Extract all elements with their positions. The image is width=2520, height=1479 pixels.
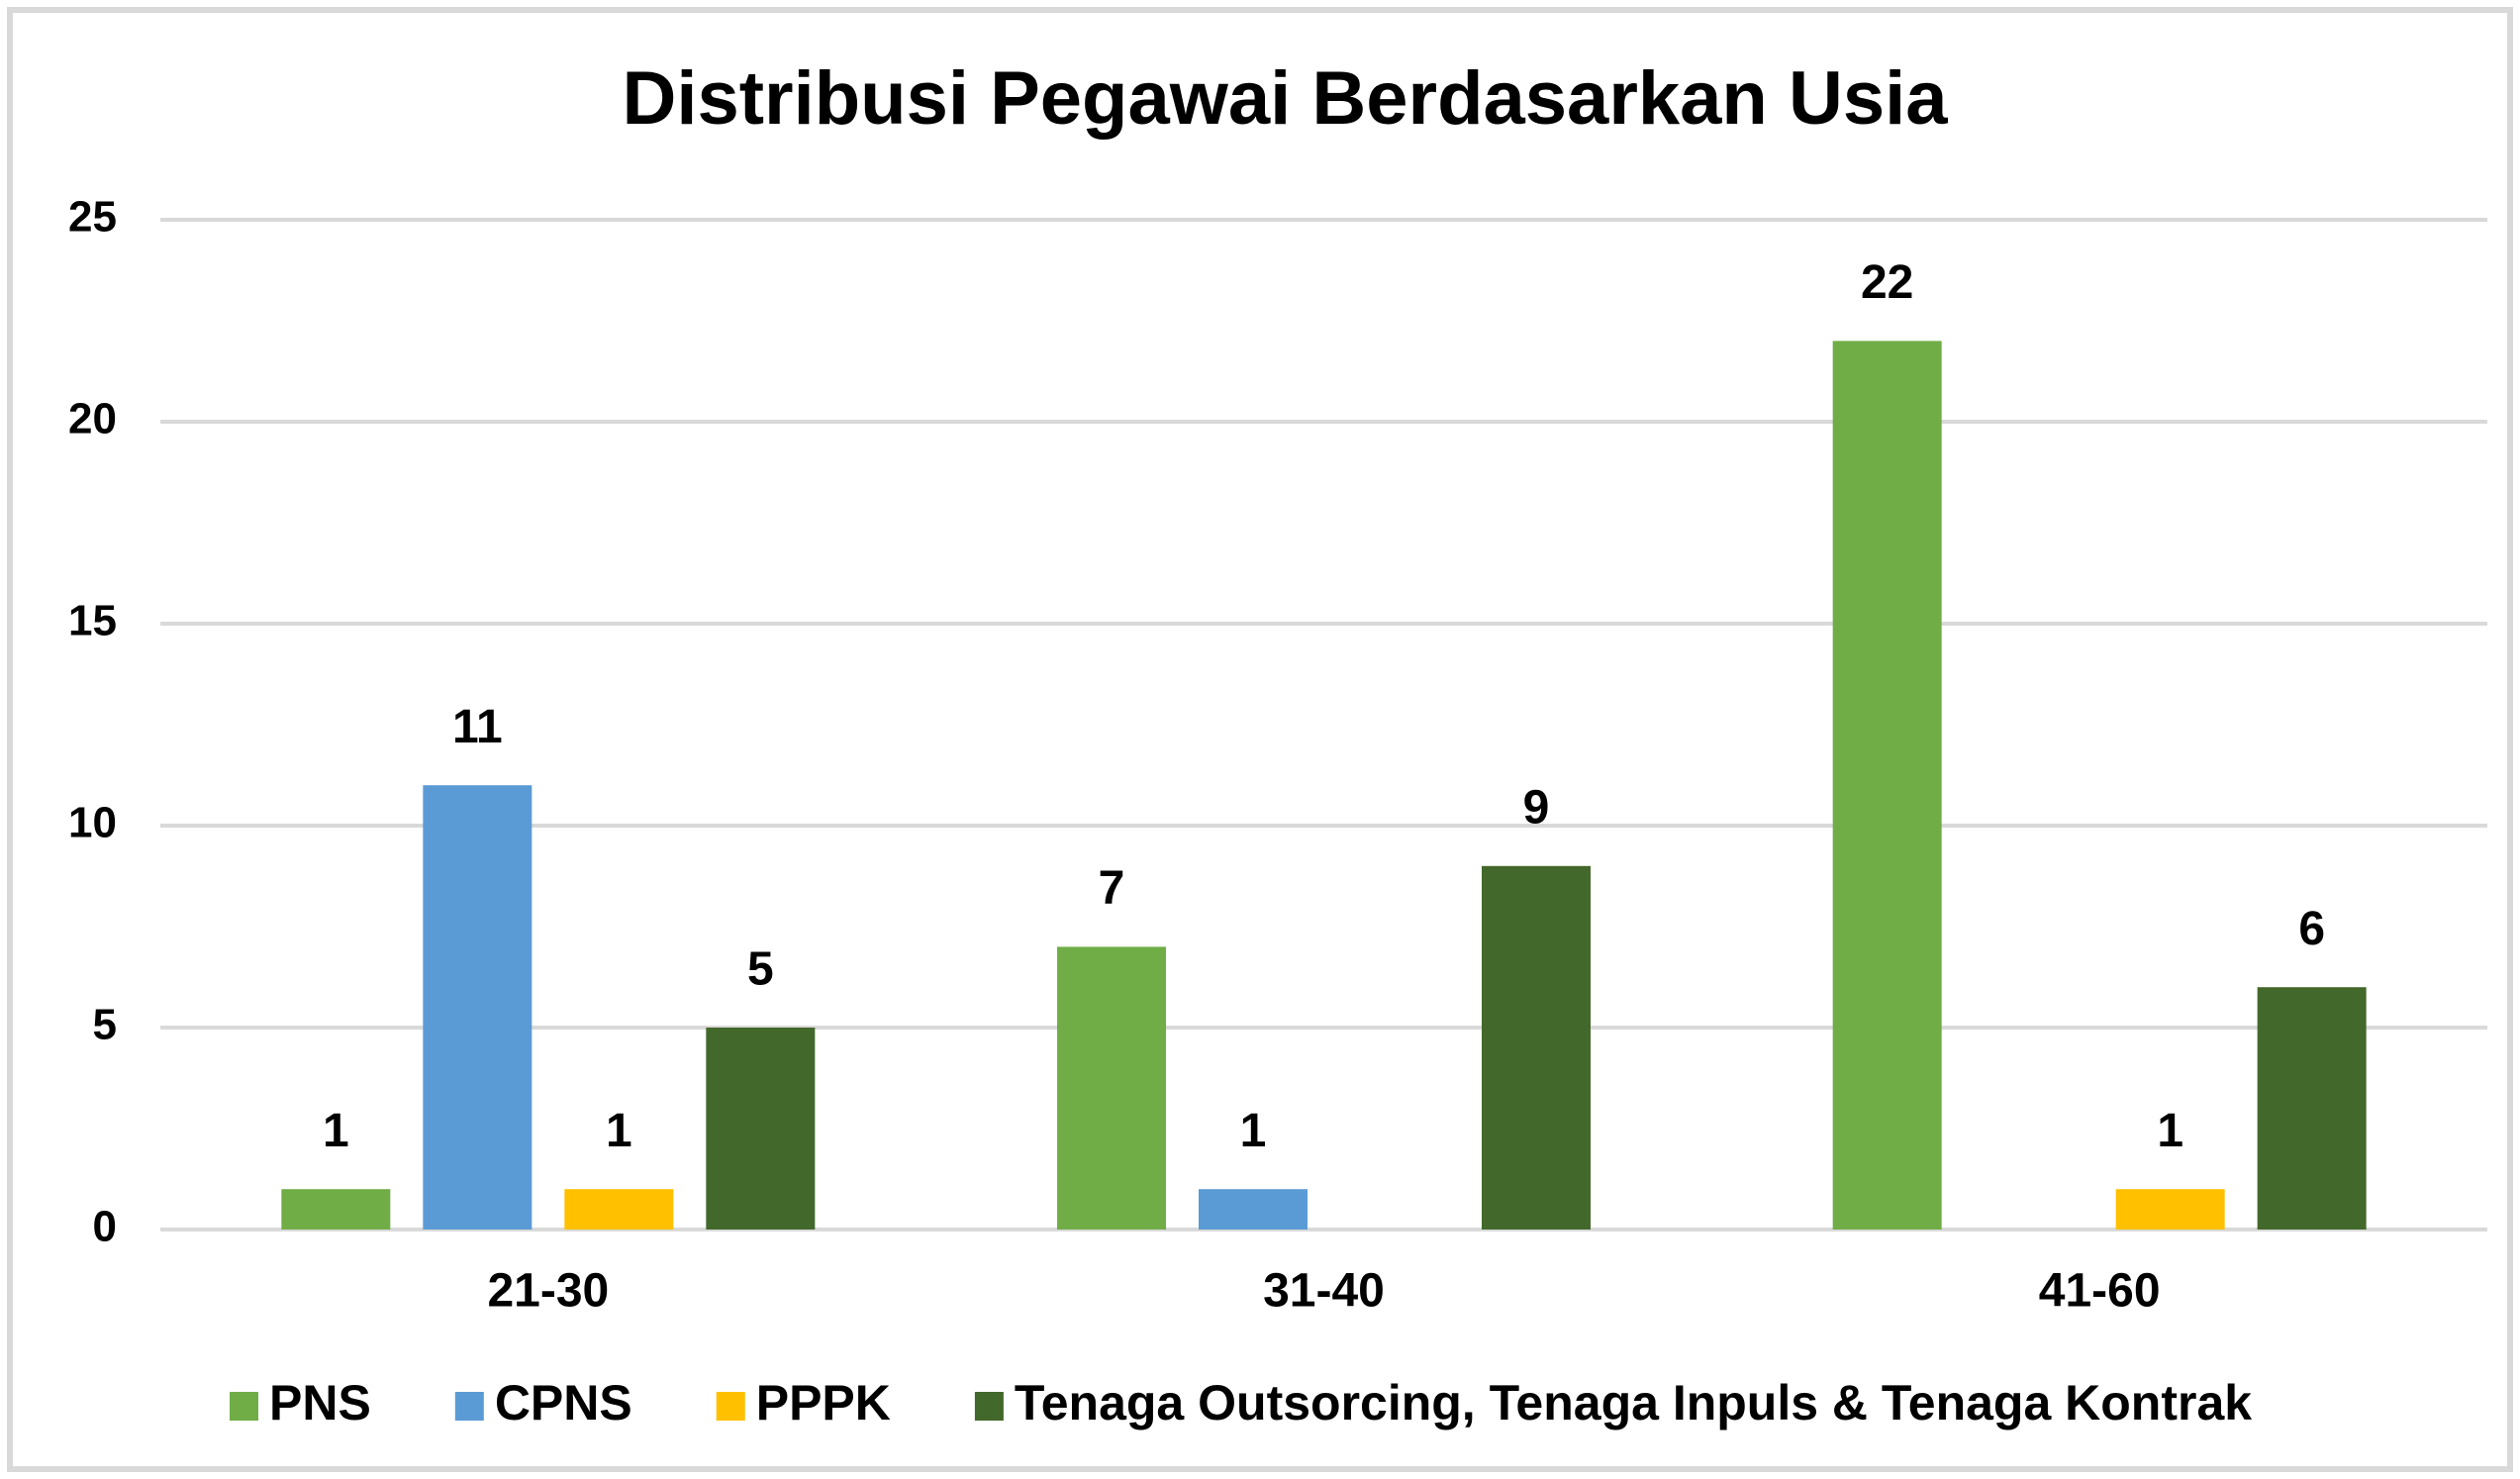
data-label: 9	[1523, 781, 1550, 834]
bar	[564, 1189, 674, 1230]
data-label: 1	[2157, 1105, 2183, 1157]
bar	[706, 1028, 816, 1230]
bar	[2257, 987, 2367, 1230]
bar	[2115, 1189, 2225, 1230]
x-tick-label: 41-60	[2039, 1265, 2161, 1318]
bar	[1199, 1189, 1308, 1230]
data-label: 5	[747, 943, 774, 996]
y-tick-label: 15	[68, 597, 117, 645]
bar	[423, 785, 533, 1230]
legend-label: Tenaga Outsorcing, Tenaga Inpuls & Tenag…	[1015, 1375, 2252, 1430]
bar	[281, 1189, 391, 1230]
legend-swatch	[454, 1392, 484, 1421]
legend-swatch	[230, 1392, 258, 1421]
bar	[1482, 865, 1591, 1230]
y-tick-label: 20	[68, 395, 117, 444]
data-label: 11	[452, 701, 503, 753]
bar	[1057, 946, 1166, 1230]
y-tick-label: 5	[93, 1001, 117, 1049]
x-tick-label: 31-40	[1263, 1265, 1385, 1318]
data-label: 6	[2298, 903, 2325, 955]
chart-frame	[7, 7, 2513, 1472]
data-label: 22	[1861, 256, 1913, 309]
y-tick-label: 0	[93, 1203, 117, 1251]
y-tick-label: 10	[68, 799, 117, 847]
chart-title: Distribusi Pegawai Berdasarkan Usia	[622, 56, 1948, 141]
x-tick-label: 21-30	[487, 1265, 609, 1318]
data-label: 1	[1240, 1105, 1267, 1157]
legend-swatch	[716, 1392, 745, 1421]
legend-swatch	[974, 1392, 1004, 1421]
legend-label: CPNS	[495, 1375, 632, 1430]
legend-label: PNS	[269, 1375, 371, 1430]
data-label: 7	[1099, 862, 1125, 915]
data-label: 1	[606, 1105, 632, 1157]
bar	[1832, 341, 1942, 1230]
data-label: 1	[323, 1105, 349, 1157]
y-tick-label: 25	[68, 193, 117, 242]
legend-label: PPPK	[756, 1375, 891, 1430]
